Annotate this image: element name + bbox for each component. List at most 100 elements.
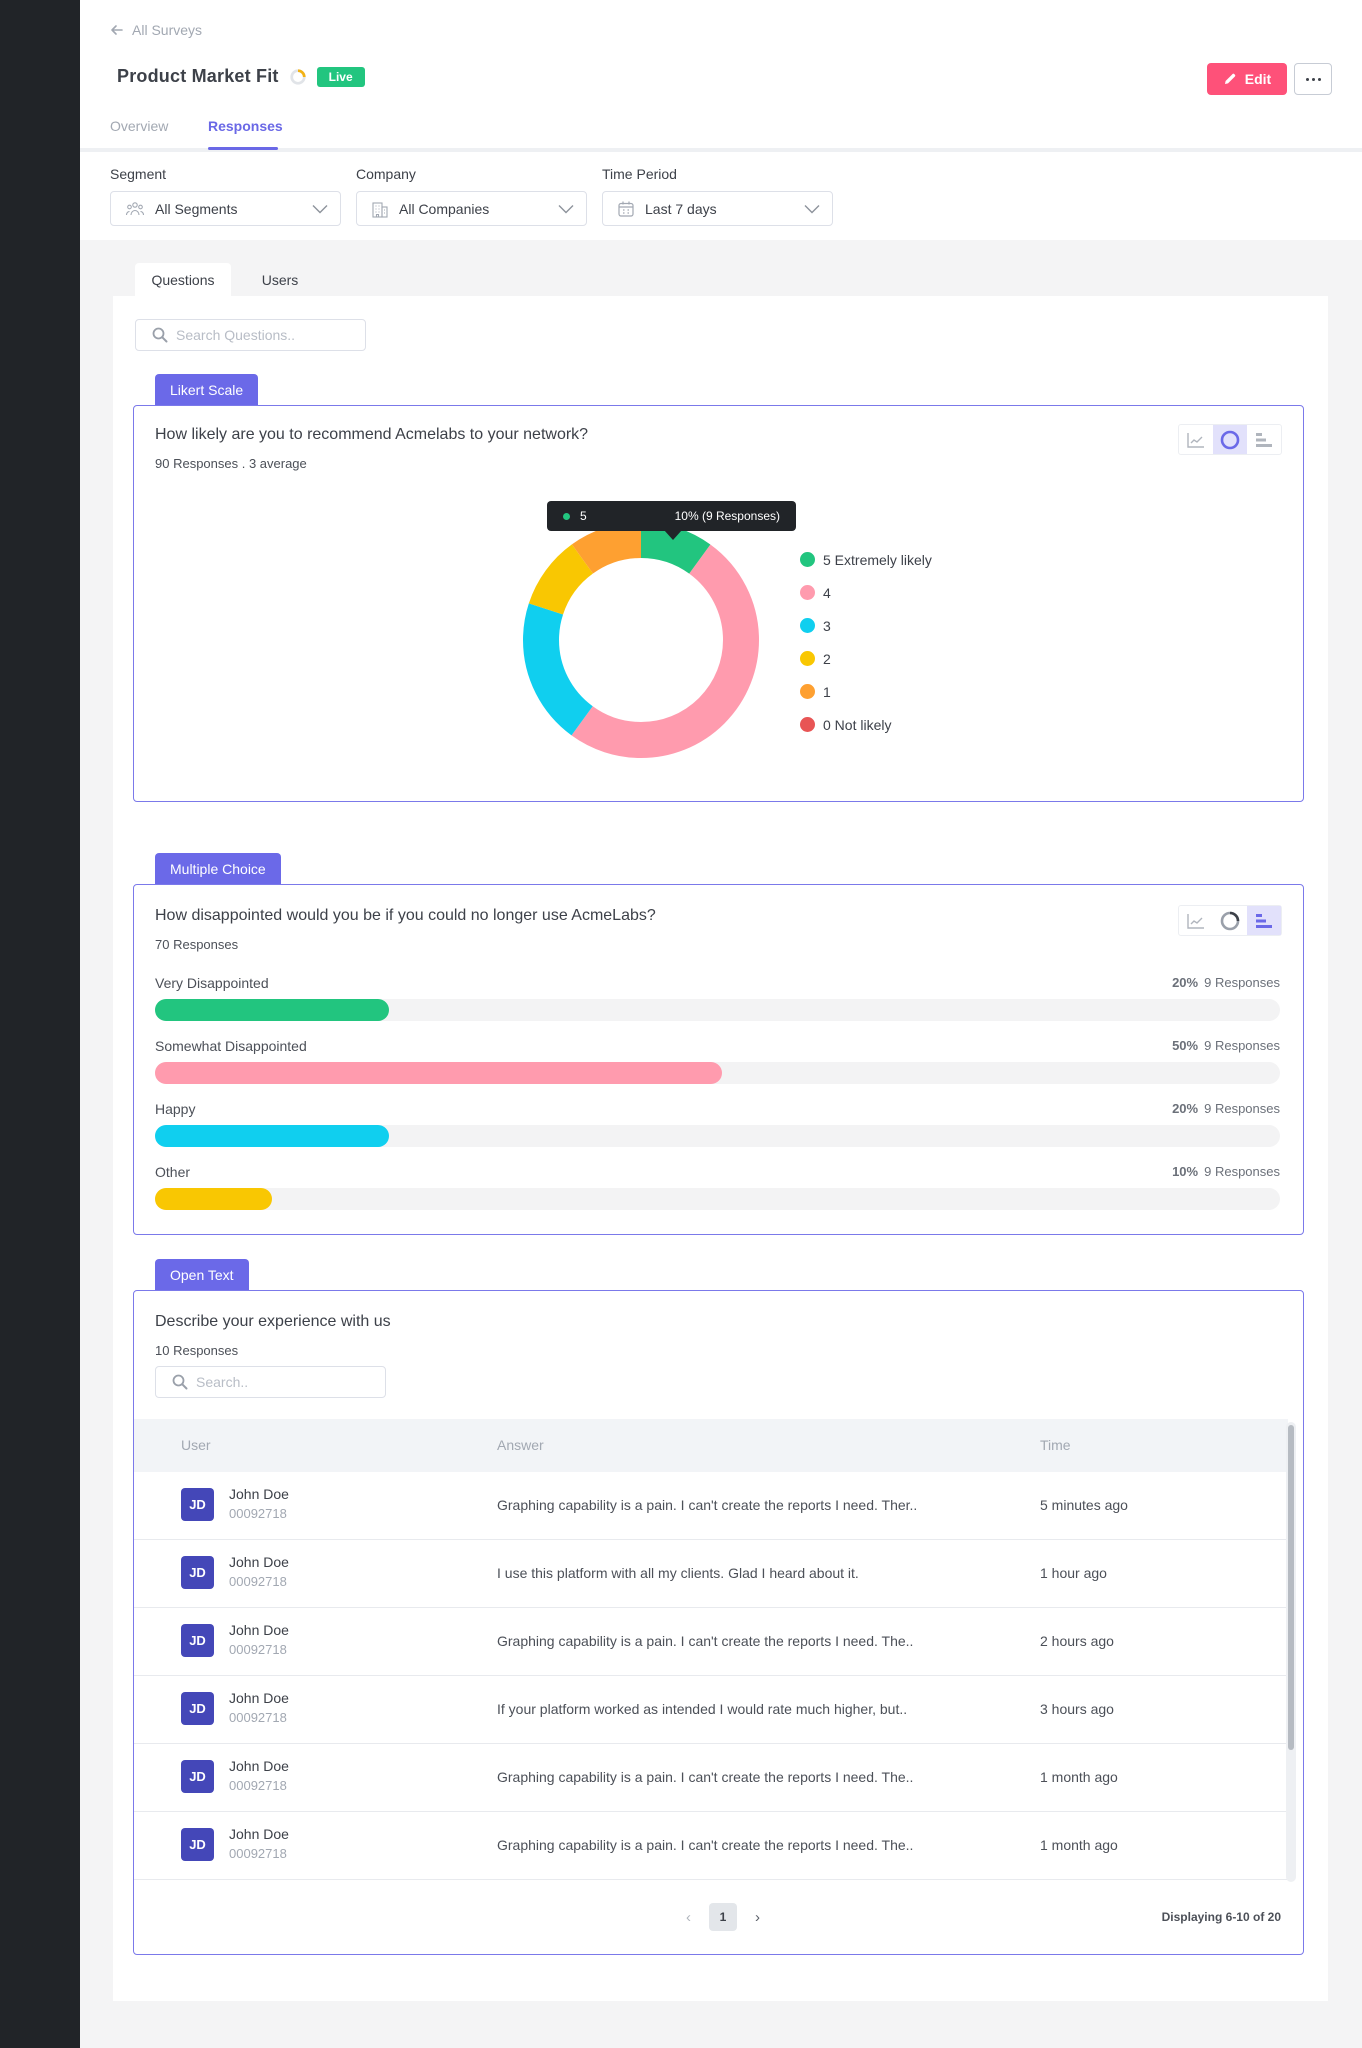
- calendar-icon: [618, 201, 634, 217]
- donut-slice-4[interactable]: [523, 522, 759, 758]
- prev-page-button[interactable]: ‹: [686, 1908, 691, 1926]
- line-chart-icon: [1187, 913, 1204, 929]
- choice-label: Other: [155, 1164, 191, 1180]
- legend-item[interactable]: 0 Not likely: [800, 708, 932, 741]
- answer-text: I use this platform with all my clients.…: [497, 1565, 859, 1581]
- choice-label: Very Disappointed: [155, 975, 269, 991]
- table-row[interactable]: JD John Doe 00092718 Graphing capability…: [134, 1744, 1288, 1812]
- scrollbar-thumb[interactable]: [1288, 1425, 1294, 1750]
- choice-stat: 10% 9 Responses: [1172, 1164, 1280, 1179]
- edit-button[interactable]: Edit: [1207, 63, 1287, 95]
- search-placeholder: Search Questions..: [176, 327, 296, 343]
- legend-label: 5 Extremely likely: [823, 551, 932, 568]
- tab-users[interactable]: Users: [261, 271, 299, 288]
- choice-percent: 20%: [1172, 1101, 1199, 1116]
- legend-label: 2: [823, 650, 831, 667]
- page-header: [80, 0, 1362, 152]
- app-sidebar: [0, 0, 80, 2048]
- choice-responses: 9 Responses: [1204, 1038, 1280, 1053]
- answer-time: 3 hours ago: [1040, 1701, 1114, 1717]
- line-chart-view-button[interactable]: [1179, 425, 1213, 454]
- legend-item[interactable]: 4: [800, 576, 932, 609]
- bar-chart-view-button[interactable]: [1247, 425, 1281, 454]
- answer-time: 1 hour ago: [1040, 1565, 1107, 1581]
- segment-label: Segment: [110, 166, 167, 182]
- edit-label: Edit: [1244, 71, 1272, 87]
- table-scrollbar[interactable]: [1286, 1422, 1296, 1882]
- legend-swatch: [800, 552, 815, 567]
- time-period-value: Last 7 days: [645, 200, 717, 217]
- legend-label: 3: [823, 617, 831, 634]
- tab-questions[interactable]: Questions: [135, 263, 231, 296]
- segment-value: All Segments: [155, 200, 238, 217]
- title-row: Product Market Fit Live: [117, 66, 365, 87]
- donut-slice-5[interactable]: [523, 522, 759, 758]
- tab-responses[interactable]: Responses: [208, 118, 283, 134]
- search-questions-input[interactable]: Search Questions..: [135, 319, 366, 351]
- pagination: ‹ 1 ›: [686, 1903, 760, 1931]
- table-row[interactable]: JD John Doe 00092718 I use this platform…: [134, 1540, 1288, 1608]
- table-row[interactable]: JD John Doe 00092718 If your platform wo…: [134, 1676, 1288, 1744]
- company-value: All Companies: [399, 200, 490, 217]
- segment-select[interactable]: All Segments: [110, 191, 341, 226]
- table-row[interactable]: JD John Doe 00092718 Graphing capability…: [134, 1608, 1288, 1676]
- legend-item[interactable]: 2: [800, 642, 932, 675]
- avatar: JD: [181, 1556, 214, 1589]
- arrow-left-icon: [111, 25, 123, 35]
- choice-row: Happy 20% 9 Responses: [155, 1101, 1280, 1147]
- column-header-time[interactable]: Time: [1040, 1437, 1071, 1453]
- ellipsis-dot: [1317, 77, 1321, 81]
- legend-item[interactable]: 3: [800, 609, 932, 642]
- avatar: JD: [181, 1624, 214, 1657]
- table-header: User Answer Time: [134, 1419, 1288, 1472]
- page-button-current[interactable]: 1: [709, 1903, 737, 1931]
- line-chart-view-button[interactable]: [1179, 906, 1213, 935]
- question-summary: 10 Responses: [155, 1343, 239, 1358]
- chart-tooltip: 5 10% (9 Responses): [547, 501, 796, 531]
- search-placeholder: Search..: [196, 1374, 249, 1390]
- tab-overview[interactable]: Overview: [110, 118, 169, 134]
- legend-swatch: [800, 618, 815, 633]
- answer-time: 2 hours ago: [1040, 1633, 1114, 1649]
- chart-view-switch: [1178, 905, 1282, 936]
- legend-label: 0 Not likely: [823, 716, 892, 733]
- back-link[interactable]: All Surveys: [110, 22, 202, 38]
- choice-row: Other 10% 9 Responses: [155, 1164, 1280, 1210]
- legend-label: 4: [823, 584, 831, 601]
- donut-slice-3[interactable]: [523, 522, 759, 758]
- company-select[interactable]: All Companies: [356, 191, 587, 226]
- user-name: John Doe: [229, 1622, 289, 1638]
- bar-chart-icon: [1256, 913, 1272, 928]
- user-name: John Doe: [229, 1758, 289, 1774]
- time-period-select[interactable]: Last 7 days: [602, 191, 833, 226]
- column-header-answer[interactable]: Answer: [497, 1437, 544, 1453]
- search-responses-input[interactable]: Search..: [155, 1366, 386, 1398]
- choice-row: Very Disappointed 20% 9 Responses: [155, 975, 1280, 1021]
- avatar: JD: [181, 1488, 214, 1521]
- chart-legend: 5 Extremely likely 4 3 2 1 0 Not likely: [800, 543, 932, 741]
- search-icon: [152, 327, 168, 343]
- column-header-user[interactable]: User: [181, 1437, 211, 1453]
- tooltip-label: 5: [580, 509, 587, 523]
- bar-chart-view-button[interactable]: [1247, 906, 1281, 935]
- choice-stat: 50% 9 Responses: [1172, 1038, 1280, 1053]
- chevron-down-icon: [312, 204, 328, 213]
- legend-item[interactable]: 5 Extremely likely: [800, 543, 932, 576]
- legend-label: 1: [823, 683, 831, 700]
- donut-chart-view-button[interactable]: [1213, 906, 1247, 935]
- answer-time: 1 month ago: [1040, 1837, 1118, 1853]
- table-row[interactable]: JD John Doe 00092718 Graphing capability…: [134, 1472, 1288, 1540]
- question-summary: 90 Responses . 3 average: [155, 456, 307, 471]
- likert-donut-chart[interactable]: [523, 522, 759, 758]
- bar-chart-icon: [1256, 432, 1272, 447]
- next-page-button[interactable]: ›: [755, 1908, 760, 1926]
- open-text-tag: Open Text: [155, 1259, 249, 1290]
- progress-ring-icon: [289, 68, 306, 85]
- legend-item[interactable]: 1: [800, 675, 932, 708]
- user-name: John Doe: [229, 1690, 289, 1706]
- table-row[interactable]: JD John Doe 00092718 Graphing capability…: [134, 1812, 1288, 1880]
- user-id: 00092718: [229, 1506, 287, 1521]
- choice-bar-track: [155, 1062, 1280, 1084]
- donut-chart-view-button[interactable]: [1213, 425, 1247, 454]
- more-options-button[interactable]: [1294, 63, 1332, 95]
